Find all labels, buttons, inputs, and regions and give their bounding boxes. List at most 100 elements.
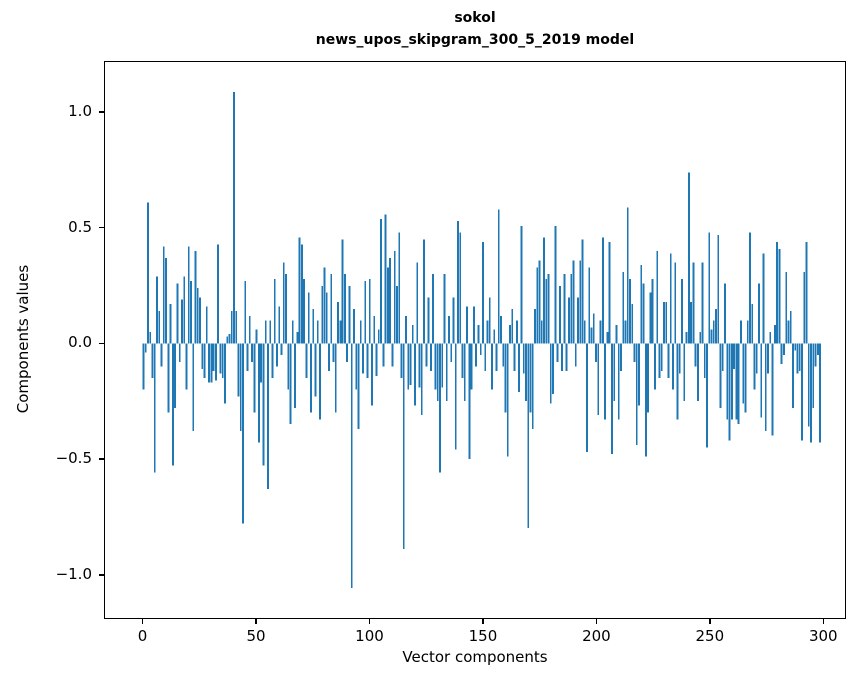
- bar: [660, 343, 663, 372]
- bar: [466, 306, 468, 344]
- bar: [398, 232, 401, 344]
- bars-canvas: [142, 91, 822, 589]
- bar: [656, 251, 659, 344]
- bar: [635, 343, 638, 445]
- bar: [242, 343, 244, 524]
- bar: [667, 343, 670, 379]
- bar: [382, 343, 385, 367]
- bar: [728, 343, 731, 441]
- bar: [669, 253, 672, 344]
- chart-title-word: sokol: [454, 10, 496, 26]
- bar: [196, 288, 199, 344]
- bar: [149, 331, 152, 344]
- bar: [248, 315, 251, 344]
- bar: [703, 343, 706, 379]
- bar: [416, 262, 419, 344]
- bar: [228, 334, 231, 344]
- bar: [497, 209, 500, 344]
- bar: [151, 343, 154, 379]
- bar: [178, 343, 181, 362]
- bar: [219, 343, 222, 374]
- bar: [484, 343, 487, 372]
- bar: [436, 343, 439, 402]
- bar: [429, 343, 432, 372]
- y-tick-label: −1.0: [55, 565, 92, 583]
- bar: [375, 343, 378, 376]
- x-tickmark: [595, 619, 598, 624]
- bar: [515, 320, 518, 344]
- bar: [563, 274, 566, 344]
- x-tickmark: [255, 619, 257, 624]
- bar: [343, 274, 346, 344]
- bar: [271, 343, 274, 379]
- bar: [409, 343, 412, 385]
- bar: [171, 343, 174, 466]
- bar: [310, 343, 312, 413]
- bar: [321, 285, 324, 344]
- bar: [495, 343, 498, 372]
- bar: [181, 299, 183, 344]
- bar: [586, 343, 588, 452]
- x-tick-label: 200: [582, 627, 611, 645]
- bar: [323, 267, 326, 344]
- bar: [217, 244, 220, 344]
- bar: [371, 343, 373, 406]
- bar: [685, 331, 688, 344]
- bar: [782, 343, 785, 355]
- bar: [739, 320, 742, 344]
- bar: [724, 283, 726, 344]
- x-tickmark: [141, 619, 144, 624]
- bar: [706, 343, 708, 448]
- bar: [819, 343, 822, 443]
- bar: [552, 343, 554, 395]
- bar: [373, 315, 376, 344]
- bar: [160, 343, 163, 367]
- bar: [475, 343, 478, 367]
- bar: [622, 271, 625, 344]
- bar: [798, 343, 801, 372]
- bar: [583, 320, 586, 344]
- bar: [470, 343, 473, 390]
- bar: [418, 343, 421, 388]
- bar: [588, 267, 591, 344]
- bar: [701, 262, 704, 344]
- bar: [203, 343, 206, 379]
- bar: [549, 343, 552, 404]
- bar: [794, 343, 797, 351]
- bar: [350, 343, 353, 589]
- x-tickmark: [482, 619, 484, 624]
- bar: [796, 343, 799, 374]
- bar: [377, 329, 380, 344]
- bar: [687, 172, 690, 344]
- bar: [472, 306, 475, 344]
- bar: [463, 343, 466, 402]
- bar: [391, 343, 394, 367]
- bar: [776, 241, 779, 344]
- chart-title: sokol news_upos_skipgram_300_5_2019 mode…: [105, 7, 845, 51]
- bar: [348, 285, 351, 344]
- bar: [493, 329, 496, 344]
- bar: [396, 285, 398, 344]
- bar: [208, 343, 211, 383]
- bar: [771, 343, 774, 436]
- bar: [780, 343, 783, 365]
- bar: [595, 343, 597, 362]
- bar: [353, 308, 355, 344]
- bar: [642, 283, 645, 344]
- bar: [760, 343, 763, 418]
- bar: [599, 320, 602, 344]
- bar: [543, 237, 545, 344]
- x-tick-label: 150: [468, 627, 498, 645]
- bar: [432, 274, 435, 344]
- bar: [708, 232, 711, 344]
- bar: [678, 343, 681, 374]
- bar: [144, 343, 147, 353]
- bar: [183, 276, 186, 344]
- bar: [380, 218, 382, 344]
- bar: [615, 325, 618, 344]
- bar: [300, 244, 303, 344]
- bar: [816, 343, 819, 355]
- bar: [257, 343, 260, 443]
- bar: [531, 343, 534, 429]
